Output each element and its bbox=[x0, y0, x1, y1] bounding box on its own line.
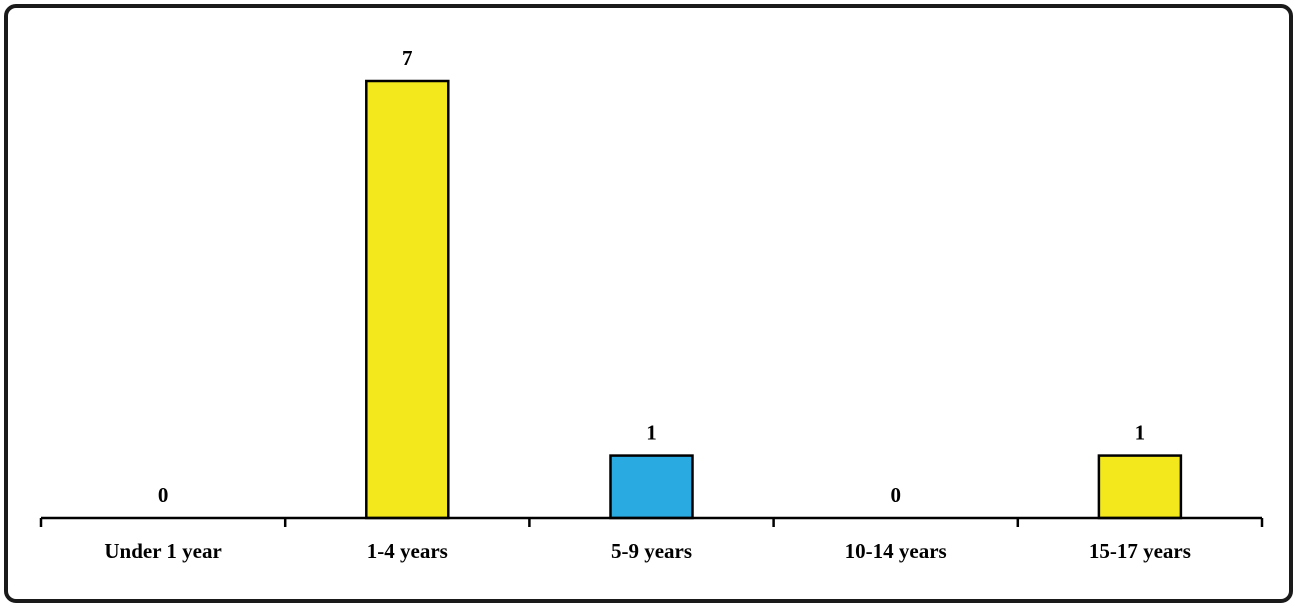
data-label: 1 bbox=[646, 421, 657, 445]
x-tick-label: Under 1 year bbox=[104, 539, 221, 563]
x-tick-label: 10-14 years bbox=[845, 539, 947, 563]
bar bbox=[365, 79, 450, 520]
data-label: 0 bbox=[890, 483, 901, 507]
bar bbox=[609, 454, 694, 520]
data-label: 7 bbox=[402, 46, 413, 70]
x-tick-label: 5-9 years bbox=[611, 539, 692, 563]
data-label: 1 bbox=[1135, 421, 1146, 445]
bars-layer bbox=[365, 79, 1183, 520]
x-tick-label: 1-4 years bbox=[367, 539, 448, 563]
x-tick-label: 15-17 years bbox=[1089, 539, 1191, 563]
data-label: 0 bbox=[158, 483, 169, 507]
bar bbox=[1097, 454, 1183, 520]
ticks-layer bbox=[39, 518, 1264, 527]
labels-layer: 0 Under 1 year 7 1-4 years 1 5-9 years 0 10-14 … bbox=[104, 46, 1191, 563]
